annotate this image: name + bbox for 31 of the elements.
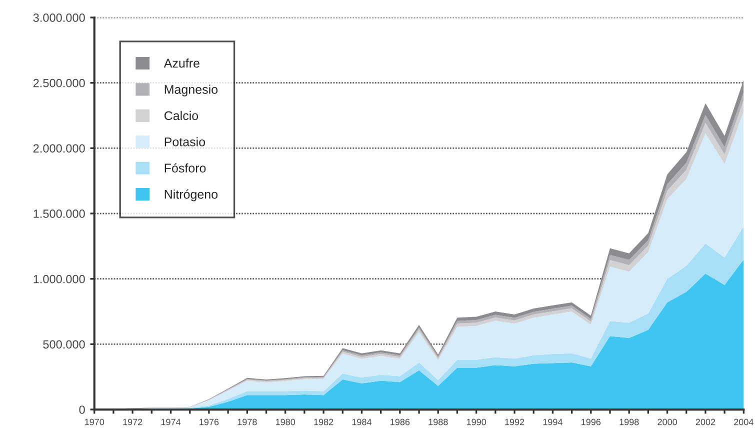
y-tick-label: 2.000.000 bbox=[33, 144, 85, 153]
legend-label: Magnesio bbox=[164, 84, 218, 96]
x-tick-label: 2002 bbox=[696, 418, 716, 426]
y-tick-label: 1.000.000 bbox=[34, 274, 85, 284]
y-tick-label: 1.500.000 bbox=[34, 210, 85, 218]
legend-label: Potasio bbox=[164, 137, 206, 146]
x-tick-label: 1994 bbox=[543, 418, 562, 426]
x-tick-label: 1970 bbox=[85, 418, 104, 426]
x-tick-label: 1990 bbox=[466, 418, 486, 426]
x-tick-label: 1988 bbox=[428, 418, 448, 426]
legend-label: Fósforo bbox=[164, 163, 206, 173]
y-tick-label: 2.500.000 bbox=[33, 78, 85, 88]
x-tick-label: 1992 bbox=[505, 418, 524, 426]
x-tick-label: 1972 bbox=[123, 418, 142, 426]
legend-label: Azufre bbox=[164, 58, 200, 68]
y-tick-label: 500.000 bbox=[43, 340, 85, 349]
x-tick-label: 1986 bbox=[390, 418, 410, 426]
x-tick-label: 2000 bbox=[658, 418, 677, 426]
y-tick-label: 3.000.000 bbox=[33, 14, 85, 22]
x-tick-label: 1980 bbox=[276, 418, 296, 426]
legend-label: Nitrógeno bbox=[164, 189, 218, 202]
x-tick-label: 1982 bbox=[314, 418, 334, 426]
x-tick-label: 1978 bbox=[238, 418, 257, 426]
y-tick-label: 0 bbox=[79, 406, 85, 414]
x-tick-label: 1976 bbox=[200, 418, 219, 426]
x-tick-label: 1998 bbox=[620, 418, 639, 426]
x-tick-label: 2004 bbox=[734, 418, 754, 426]
x-tick-label: 1974 bbox=[161, 418, 181, 426]
x-tick-label: 1996 bbox=[582, 418, 601, 426]
legend-label: Calcio bbox=[164, 110, 198, 120]
x-tick-label: 1984 bbox=[352, 418, 372, 426]
